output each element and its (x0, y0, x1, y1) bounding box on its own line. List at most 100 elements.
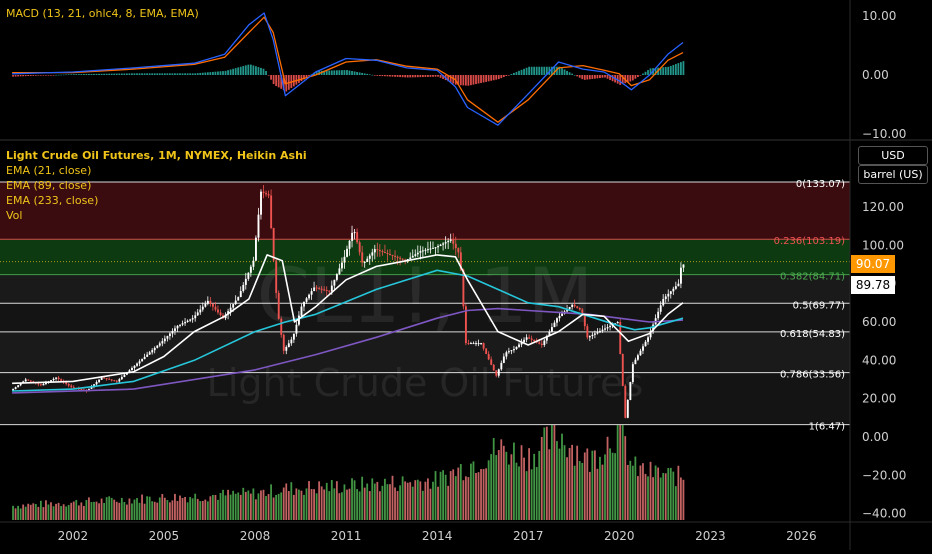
volume-bar (234, 493, 237, 520)
candle-body (396, 256, 399, 258)
macd-histogram-bar (535, 66, 538, 75)
volume-bar (90, 502, 93, 520)
candle-body (239, 291, 242, 298)
volume-bar (128, 498, 131, 520)
symbol-title[interactable]: Light Crude Oil Futures, 1M, NYMEX, Heik… (6, 149, 307, 162)
volume-bar (568, 447, 571, 520)
macd-histogram-bar (328, 70, 331, 75)
volume-bar (561, 433, 563, 520)
macd-legend: MACD (13, 21, ohlc4, 8, EMA, EMA) (6, 6, 199, 21)
candle-body (371, 252, 374, 256)
fib-label-6: 1(6.47) (809, 422, 846, 433)
macd-histogram-bar (538, 66, 541, 75)
macd-histogram-bar (414, 75, 417, 78)
macd-histogram-bar (530, 66, 533, 75)
macd-histogram-bar (148, 73, 151, 75)
candle-body (55, 377, 58, 379)
macd-histogram-bar (125, 73, 128, 75)
volume-bar (373, 483, 376, 520)
vol-label[interactable]: Vol (6, 209, 23, 222)
macd-histogram-bar (371, 74, 374, 76)
volume-bar (406, 482, 409, 520)
volume-bar (396, 491, 399, 520)
volume-bar (480, 469, 482, 520)
volume-bar (467, 477, 470, 520)
macd-histogram-bar (566, 70, 568, 75)
candle-body (467, 343, 470, 345)
candle-body (93, 384, 95, 387)
macd-histogram-bar (475, 75, 477, 85)
volume-bar (318, 481, 321, 520)
macd-histogram-bar (275, 75, 278, 87)
candle-body (664, 296, 667, 299)
candle-body (67, 383, 70, 386)
candle-body (464, 306, 467, 344)
volume-bar (533, 453, 536, 520)
macd-histogram-bar (232, 68, 235, 75)
volume-bar (386, 484, 389, 520)
candle-body (270, 195, 273, 228)
volume-bar (464, 476, 467, 520)
macd-line (12, 12, 684, 126)
volume-bar (57, 502, 60, 520)
volume-bar (343, 484, 346, 520)
candle-body (217, 309, 219, 313)
volume-bar (389, 484, 391, 520)
volume-bar (206, 501, 209, 520)
candle-body (176, 325, 179, 329)
ema21-label[interactable]: EMA (21, close) (6, 164, 92, 177)
macd-histogram-bar (467, 75, 470, 86)
candle-body (616, 322, 619, 324)
volume-bar (163, 497, 166, 520)
macd-histogram-bar (381, 75, 384, 77)
macd-histogram-bar (151, 73, 154, 75)
volume-bar (211, 494, 214, 520)
volume-bar (168, 502, 171, 520)
ema-lines (12, 254, 684, 394)
volume-bar (287, 490, 290, 520)
macd-histogram-bar (399, 75, 401, 78)
volume-bar (338, 493, 341, 520)
price-y-tick: −40.00 (862, 507, 906, 521)
volume-bar (151, 501, 154, 520)
macd-histogram-bar (586, 75, 589, 80)
macd-y-tick: −10.00 (862, 127, 906, 141)
volume-bar (47, 504, 50, 520)
macd-histogram-bar (356, 71, 358, 75)
candle-body (219, 312, 222, 316)
ema-price-tag-bg (851, 276, 895, 294)
currency-button[interactable]: USD (858, 146, 928, 165)
volume-bar (437, 486, 439, 520)
volume-bar (444, 474, 447, 520)
volume-bar (624, 436, 627, 520)
candle-body (237, 297, 240, 301)
candle-body (90, 386, 93, 389)
macd-histogram-bar (62, 74, 65, 76)
volume-bar (80, 502, 83, 520)
ema233-label[interactable]: EMA (233, close) (6, 194, 99, 207)
candle-body (475, 343, 477, 345)
candle-body (578, 307, 581, 310)
macd-histogram-bar (366, 73, 369, 75)
ema89-label[interactable]: EMA (89, close) (6, 179, 92, 192)
macd-histogram-bar (545, 66, 548, 75)
macd-histogram-bar (95, 73, 98, 75)
candle-body (351, 232, 354, 241)
candle-body (368, 255, 371, 259)
volume-bar (497, 450, 500, 520)
volume-bar (270, 484, 272, 520)
macd-histogram-bar (351, 71, 353, 75)
volume-bar (249, 493, 252, 520)
macd-histogram-bar (376, 75, 379, 76)
macd-histogram-bar (401, 75, 404, 78)
candle-body (45, 382, 47, 384)
unit-button[interactable]: barrel (US) (858, 165, 928, 184)
macd-histogram-bar (540, 66, 543, 75)
macd-histogram-bar (520, 69, 523, 75)
macd-histogram-bar (457, 75, 460, 86)
macd-label: MACD (13, 21, ohlc4, 8, EMA, EMA) (6, 7, 199, 20)
macd-histogram-bar (396, 75, 399, 77)
candle-body (659, 305, 662, 312)
candle-body (39, 384, 42, 386)
candle-body (480, 343, 483, 345)
